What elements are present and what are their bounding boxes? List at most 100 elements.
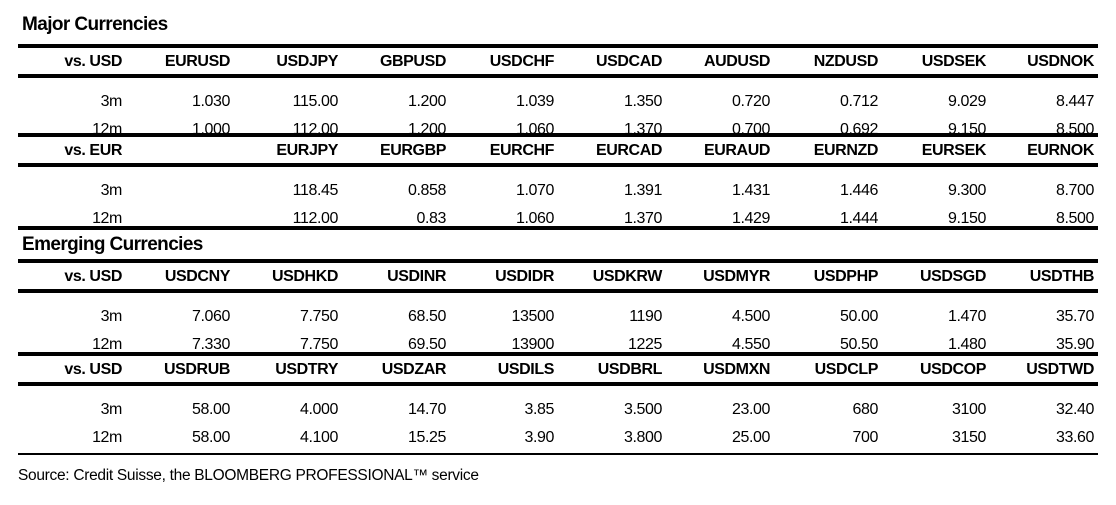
column-header: USDZAR <box>381 361 447 378</box>
column-header: USDINR <box>387 268 446 285</box>
cell: 14.70 <box>407 401 446 418</box>
column-header: USDILS <box>497 361 555 378</box>
cell: 32.40 <box>1055 401 1094 418</box>
table-row: 3m 58.00 4.000 14.70 3.85 3.500 23.00 680 3100 32… <box>18 398 1098 422</box>
divider <box>18 74 1098 78</box>
column-header: USDTWD <box>1026 361 1094 378</box>
column-header: USDKRW <box>592 268 663 285</box>
cell: 0.858 <box>407 182 446 199</box>
base-label: vs. EUR <box>64 142 122 159</box>
cell: 1.431 <box>731 182 770 199</box>
cell: 3150 <box>952 429 986 446</box>
section-title: Major Currencies <box>22 14 168 35</box>
divider <box>18 44 1098 48</box>
column-header: EURGBP <box>379 142 446 159</box>
table-row: 3m 118.45 0.858 1.070 1.391 1.431 1.446 9.300 8.… <box>18 179 1098 203</box>
column-header: USDBRL <box>597 361 663 378</box>
cell: 700 <box>852 429 879 446</box>
cell: 9.300 <box>947 182 986 199</box>
column-header: EURCHF <box>489 142 555 159</box>
source-note: Source: Credit Suisse, the BLOOMBERG PRO… <box>18 467 479 484</box>
cell: 1.039 <box>515 93 554 110</box>
divider <box>18 352 1098 356</box>
cell: 9.150 <box>947 210 986 227</box>
cell: 50.50 <box>839 336 878 353</box>
divider <box>18 382 1098 386</box>
column-header: USDHKD <box>271 268 338 285</box>
cell: 13500 <box>511 308 555 325</box>
column-header: USDIDR <box>495 268 554 285</box>
cell: 1.030 <box>191 93 230 110</box>
table-row: 12m 112.00 0.83 1.060 1.370 1.429 1.444 9.150 8.… <box>18 207 1098 231</box>
column-header: NZDUSD <box>813 53 879 70</box>
cell: 15.25 <box>407 429 446 446</box>
cell: 1.391 <box>623 182 662 199</box>
cell: 1.370 <box>623 210 662 227</box>
cell: 35.90 <box>1055 336 1094 353</box>
tenor-label: 12m <box>92 429 122 446</box>
divider <box>18 163 1098 167</box>
cell: 1190 <box>629 308 662 325</box>
column-header: USDCAD <box>595 53 662 70</box>
cell: 58.00 <box>191 429 230 446</box>
cell <box>122 179 230 203</box>
cell: 0.712 <box>839 93 878 110</box>
cell: 680 <box>852 401 879 418</box>
cell: 58.00 <box>191 401 230 418</box>
column-header: USDMYR <box>703 268 770 285</box>
cell: 4.500 <box>731 308 770 325</box>
column-header: USDCOP <box>919 361 986 378</box>
column-header: EURUSD <box>164 53 231 70</box>
tenor-label: 3m <box>100 401 123 418</box>
cell: 7.750 <box>299 308 338 325</box>
column-header: USDNOK <box>1027 53 1094 70</box>
header-row: vs. EUR EURJPY EURGBP EURCHF EURCAD EURAUD EUR… <box>18 139 1098 163</box>
cell: 25.00 <box>731 429 770 446</box>
table-row: 12m 58.00 4.100 15.25 3.90 3.800 25.00 700 3150 3… <box>18 426 1098 450</box>
cell: 8.500 <box>1055 210 1094 227</box>
column-header: EURNZD <box>813 142 879 159</box>
cell: 50.00 <box>839 308 878 325</box>
divider <box>18 289 1098 293</box>
column-header: USDTRY <box>275 361 338 378</box>
column-header: GBPUSD <box>379 53 446 70</box>
cell: 7.750 <box>299 336 338 353</box>
base-label: vs. USD <box>64 361 122 378</box>
divider <box>18 259 1098 263</box>
cell: 3.500 <box>623 401 662 418</box>
cell: 1225 <box>628 336 662 353</box>
cell: 0.720 <box>731 93 770 110</box>
column-header: USDRUB <box>163 361 230 378</box>
column-header: EURNOK <box>1027 142 1094 159</box>
cell: 69.50 <box>407 336 446 353</box>
cell: 1.429 <box>731 210 770 227</box>
divider <box>18 133 1098 137</box>
cell: 118.45 <box>292 182 339 199</box>
tenor-label: 3m <box>100 93 123 110</box>
base-label: vs. USD <box>64 268 122 285</box>
column-header: USDJPY <box>276 53 338 70</box>
cell: 9.029 <box>947 93 986 110</box>
cell: 4.100 <box>299 429 338 446</box>
column-header: USDCLP <box>814 361 879 378</box>
header-row: vs. USD USDRUB USDTRY USDZAR USDILS USDBRL USD… <box>18 358 1098 382</box>
cell: 7.330 <box>191 336 230 353</box>
cell: 1.470 <box>947 308 986 325</box>
cell: 1.444 <box>839 210 878 227</box>
divider <box>18 453 1098 455</box>
cell: 3.800 <box>623 429 662 446</box>
cell: 115.00 <box>292 93 339 110</box>
column-header: USDPHP <box>813 268 879 285</box>
cell: 33.60 <box>1055 429 1094 446</box>
table-row: 3m 7.060 7.750 68.50 13500 1190 4.500 50.00 1.47… <box>18 305 1098 329</box>
cell: 7.060 <box>191 308 230 325</box>
tenor-label: 3m <box>100 182 123 199</box>
column-header: EURCAD <box>595 142 662 159</box>
table-row: 12m 7.330 7.750 69.50 13900 1225 4.550 50.50 1.4… <box>18 333 1098 357</box>
column-header: USDCNY <box>164 268 231 285</box>
divider <box>18 226 1098 230</box>
cell: 68.50 <box>407 308 446 325</box>
column-header: USDTHB <box>1029 268 1095 285</box>
cell: 1.070 <box>515 182 554 199</box>
section-title: Emerging Currencies <box>22 234 203 255</box>
